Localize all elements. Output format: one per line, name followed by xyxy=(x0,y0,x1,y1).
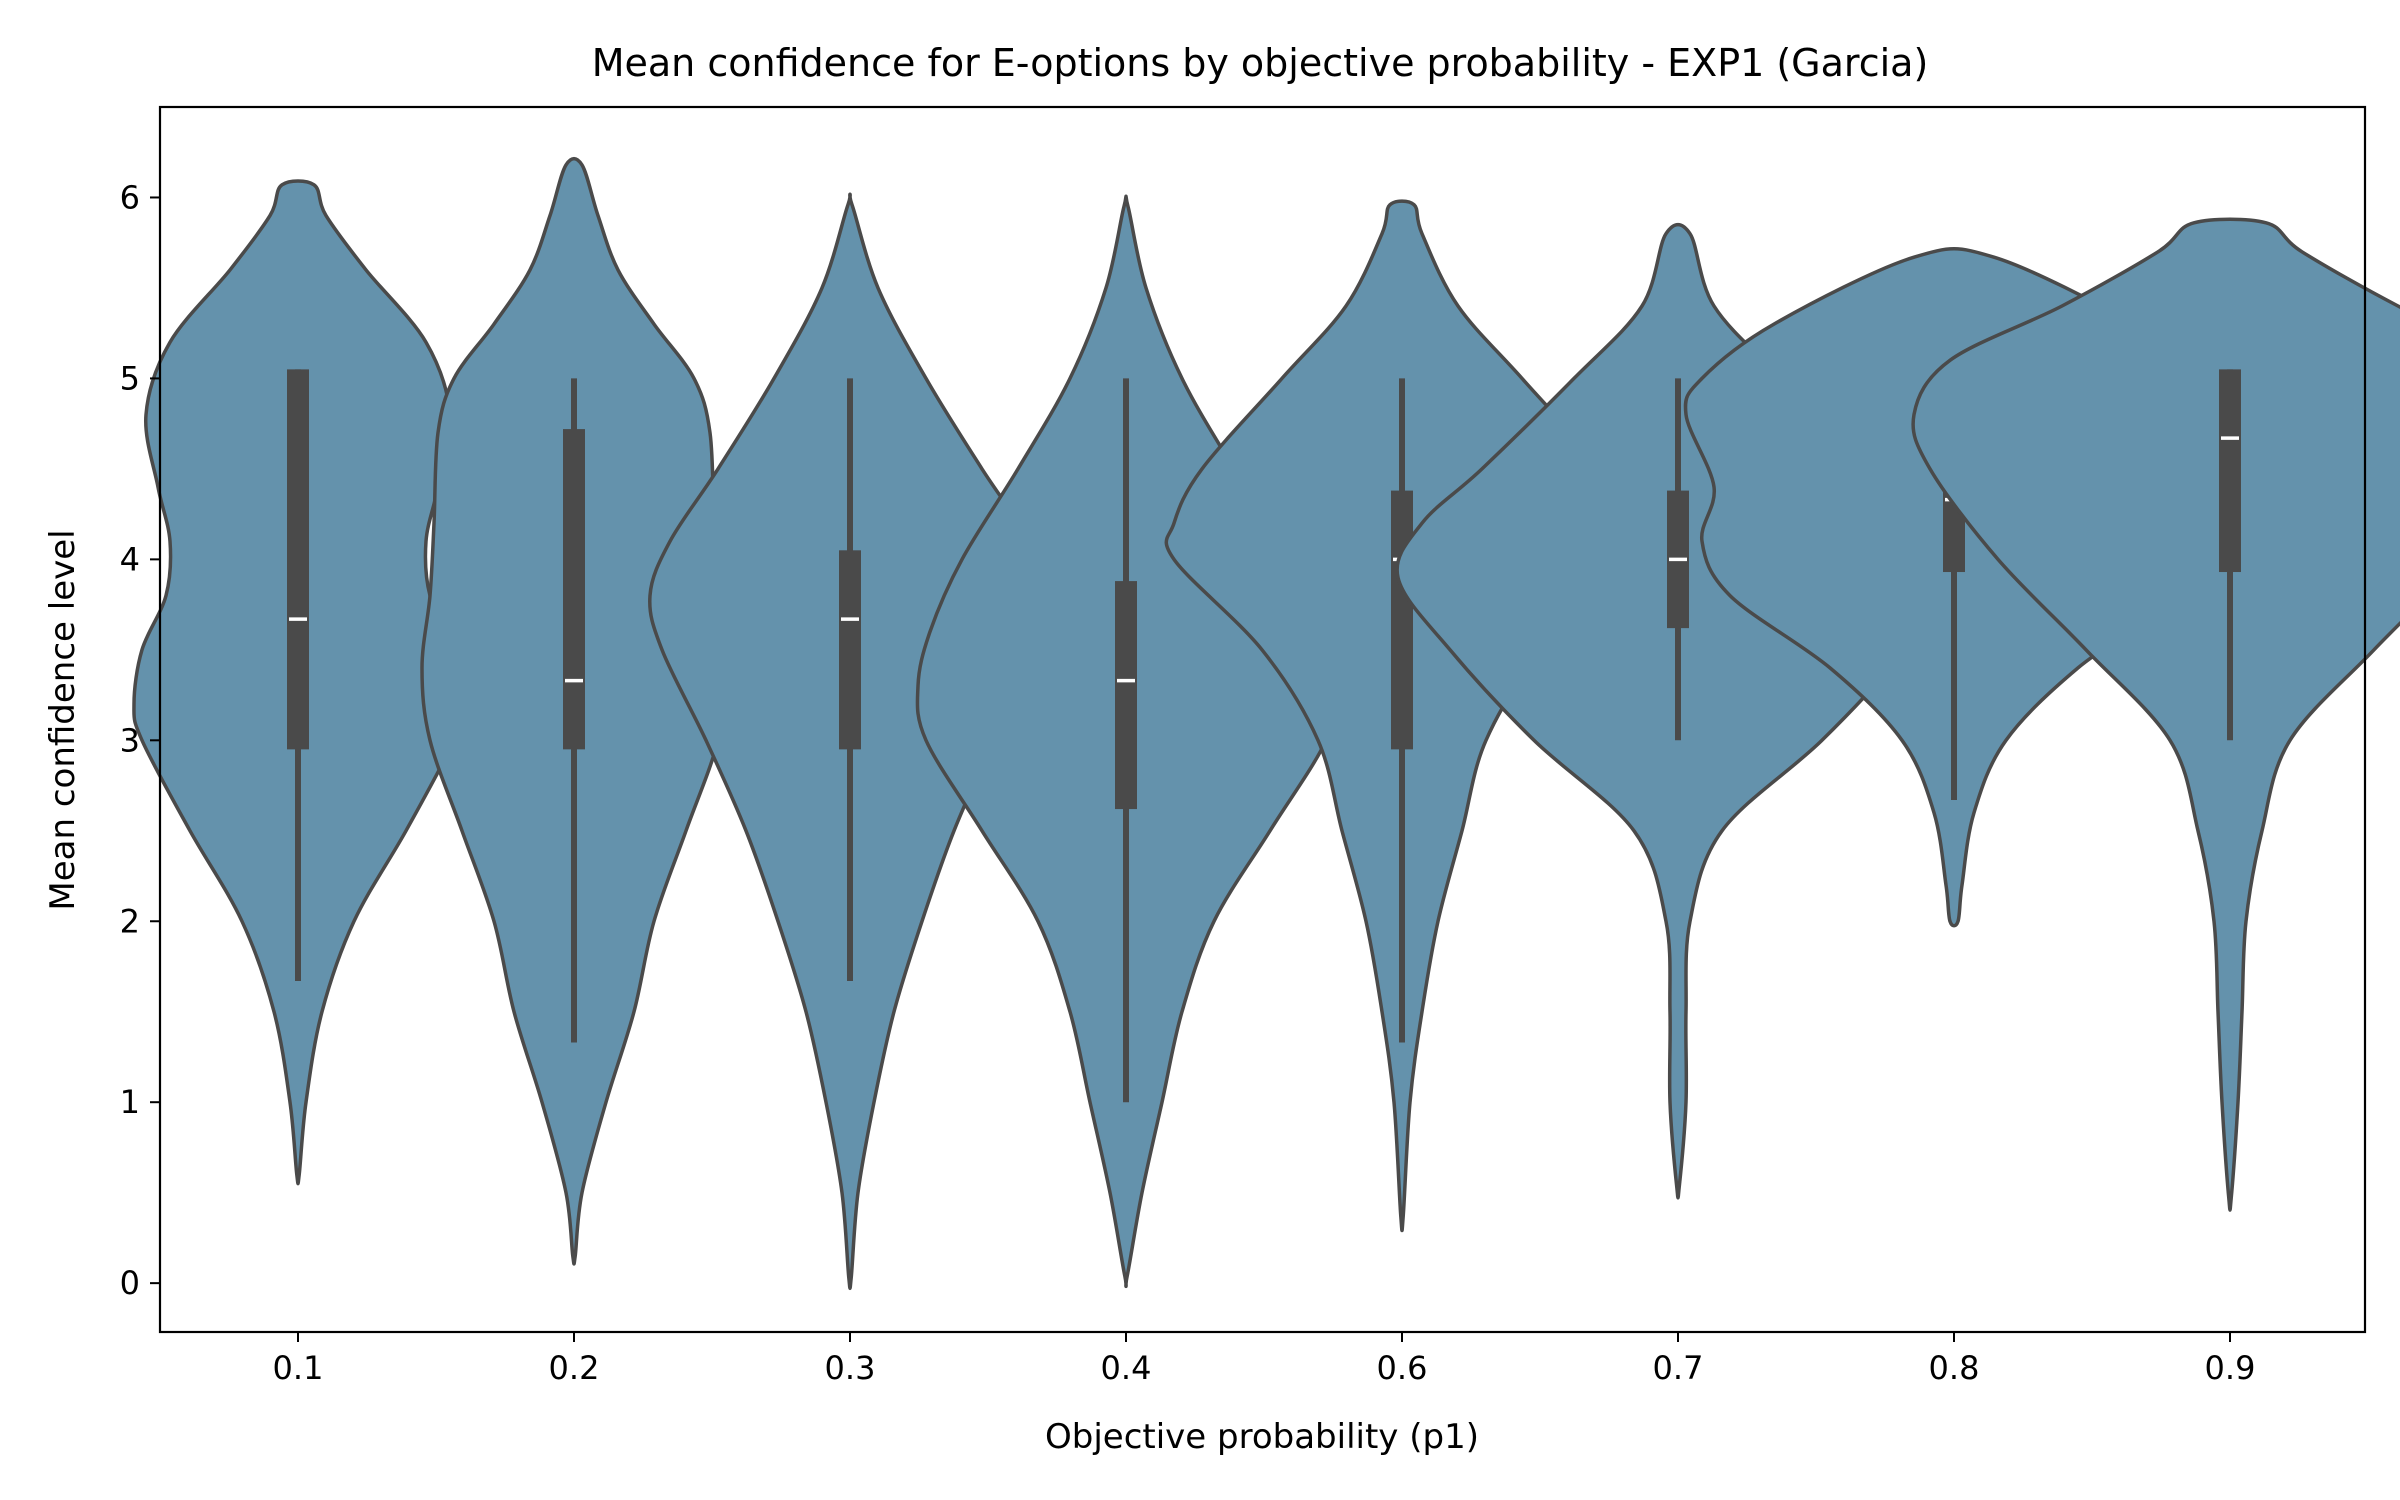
y-axis-label: Mean confidence level xyxy=(43,529,83,910)
chart-title: Mean confidence for E-options by objecti… xyxy=(592,41,1929,85)
axes-frame xyxy=(158,105,2367,1334)
x-tick-label: 0.9 xyxy=(2205,1349,2256,1387)
x-tick-label: 0.2 xyxy=(549,1349,600,1387)
y-tick-label: 5 xyxy=(120,359,140,397)
y-tick-label: 0 xyxy=(120,1264,140,1302)
violin-iqr-box xyxy=(839,550,861,750)
y-tick-label: 3 xyxy=(120,721,140,759)
violin-iqr-box xyxy=(1115,581,1137,810)
y-tick-label: 6 xyxy=(120,178,140,216)
violin-iqr-box xyxy=(563,429,585,750)
violin-group-0.9 xyxy=(1911,217,2400,1212)
violin-group-0.1 xyxy=(132,179,464,1186)
x-tick-label: 0.6 xyxy=(1377,1349,1428,1387)
x-tick-label: 0.7 xyxy=(1653,1349,1704,1387)
plot-area xyxy=(132,156,2400,1291)
violin-iqr-box xyxy=(2219,369,2241,573)
x-tick-label: 0.1 xyxy=(273,1349,324,1387)
violin-group-0.4 xyxy=(915,194,1337,1289)
x-axis-label: Objective probability (p1) xyxy=(1045,1417,1479,1457)
x-tick-label: 0.8 xyxy=(1929,1349,1980,1387)
y-tick-label: 1 xyxy=(120,1083,140,1121)
y-tick-label: 2 xyxy=(120,902,140,940)
violin-group-0.3 xyxy=(648,192,1052,1291)
violin-iqr-box xyxy=(1391,490,1413,750)
violin-group-0.2 xyxy=(420,156,728,1266)
x-tick-label: 0.4 xyxy=(1101,1349,1152,1387)
y-tick-label: 4 xyxy=(120,540,140,578)
x-tick-label: 0.3 xyxy=(825,1349,876,1387)
axes: 0 1 2 3 4 5 6 0.1 0.2 0.3 0.4 0.6 0.7 0.8 0.9 xyxy=(120,178,2256,1387)
violin-body xyxy=(1911,217,2400,1212)
violin-iqr-box xyxy=(287,369,309,750)
